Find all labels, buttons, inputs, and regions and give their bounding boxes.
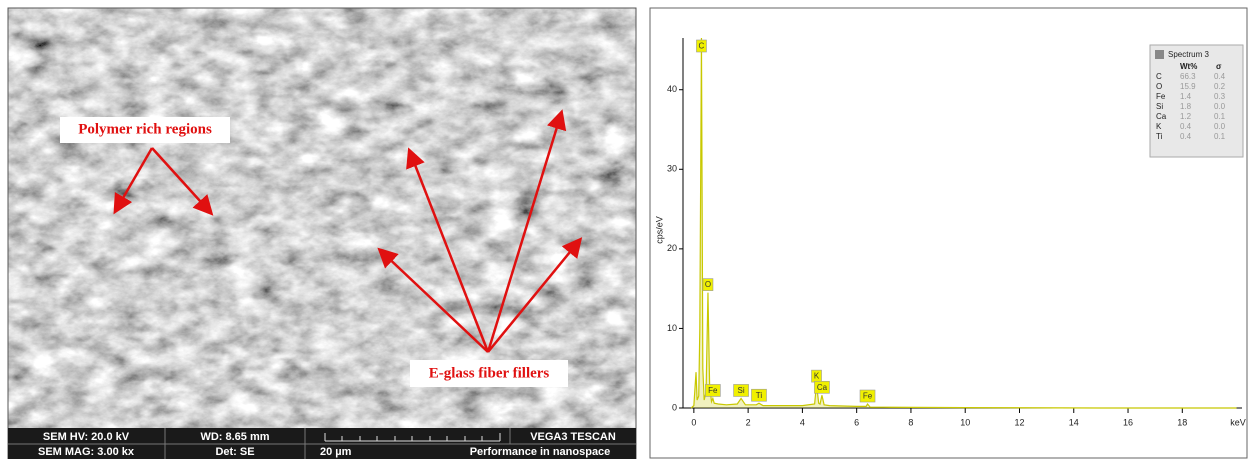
info-text: 20 µm bbox=[320, 446, 352, 458]
peak-label: Ti bbox=[756, 391, 763, 400]
peak-label: O bbox=[705, 280, 711, 289]
table-element: C bbox=[1156, 72, 1162, 81]
table-element: Fe bbox=[1156, 92, 1166, 101]
table-value: 0.4 bbox=[1180, 132, 1192, 141]
x-tick-label: 10 bbox=[960, 417, 970, 427]
y-axis-label: cps/eV bbox=[654, 216, 664, 244]
table-sigma: 0.2 bbox=[1214, 82, 1226, 91]
table-sigma: 0.3 bbox=[1214, 92, 1226, 101]
sem-panel: Polymer rich regions E-glass fiber fille… bbox=[7, 7, 637, 460]
x-tick-label: 4 bbox=[800, 417, 805, 427]
peak-label: Fe bbox=[863, 392, 873, 401]
y-tick-label: 10 bbox=[667, 323, 677, 333]
x-tick-label: 6 bbox=[854, 417, 859, 427]
peak-label-box bbox=[702, 278, 714, 291]
peak-label-box bbox=[705, 384, 721, 397]
peak-label-box bbox=[696, 39, 707, 53]
table-value: 1.2 bbox=[1180, 112, 1192, 121]
table-value: 15.9 bbox=[1180, 82, 1196, 91]
x-tick-label: 18 bbox=[1177, 417, 1187, 427]
x-tick-label: 12 bbox=[1014, 417, 1024, 427]
info-text: VEGA3 TESCAN bbox=[530, 431, 616, 443]
legend-swatch bbox=[1155, 50, 1164, 59]
annotation: Polymer rich regions bbox=[78, 121, 212, 137]
table-sigma: 0.4 bbox=[1214, 72, 1226, 81]
peak-label: C bbox=[699, 42, 705, 51]
table-element: K bbox=[1156, 122, 1162, 131]
info-grid bbox=[8, 428, 636, 459]
peak-label: Fe bbox=[708, 386, 718, 395]
sem-texture bbox=[8, 8, 636, 428]
table-element: O bbox=[1156, 82, 1162, 91]
peak-label: Si bbox=[738, 386, 745, 395]
peak-label: Ca bbox=[817, 383, 828, 392]
arrows bbox=[113, 109, 583, 353]
y-tick-label: 40 bbox=[667, 84, 677, 94]
spectrum-panel bbox=[649, 7, 1248, 459]
info-text: SEM HV: 20.0 kV bbox=[43, 431, 130, 443]
table-sigma: 0.0 bbox=[1214, 102, 1226, 111]
x-tick-label: 14 bbox=[1069, 417, 1079, 427]
x-tick-label: 0 bbox=[691, 417, 696, 427]
x-axis-label: keV bbox=[1230, 417, 1246, 427]
peak-label-box bbox=[751, 388, 767, 402]
table-value: 0.4 bbox=[1180, 122, 1192, 131]
scale-bar bbox=[324, 433, 501, 442]
table-sigma: 0.0 bbox=[1214, 122, 1226, 131]
table-value: 1.4 bbox=[1180, 92, 1192, 101]
peak-label: K bbox=[814, 372, 820, 381]
x-tick-label: 16 bbox=[1123, 417, 1133, 427]
y-tick-label: 30 bbox=[667, 164, 677, 174]
x-tick-label: 8 bbox=[908, 417, 913, 427]
info-text: WD: 8.65 mm bbox=[200, 431, 269, 443]
y-tick-label: 0 bbox=[672, 402, 677, 412]
table-sigma: 0.1 bbox=[1214, 132, 1226, 141]
spectrum-line bbox=[690, 38, 1237, 409]
legend-box bbox=[1149, 44, 1244, 158]
legend-title: Spectrum 3 bbox=[1168, 50, 1209, 59]
table-value: 66.3 bbox=[1180, 72, 1196, 81]
table-element: Ca bbox=[1156, 112, 1167, 121]
x-tick-label: 2 bbox=[746, 417, 751, 427]
peak-label-box bbox=[859, 389, 876, 403]
table-element: Ti bbox=[1156, 132, 1163, 141]
table-sigma: 0.1 bbox=[1214, 112, 1226, 121]
info-text: Performance in nanospace bbox=[470, 446, 611, 458]
info-text: Det: SE bbox=[215, 446, 254, 458]
annotation-box bbox=[410, 360, 568, 387]
legend: Spectrum 3 Wt% σ C 66.3 0.4 O 15.9 0.2 Fe 1.4 0.… bbox=[1149, 44, 1244, 158]
table-header: σ bbox=[1216, 62, 1222, 71]
table-value: 1.8 bbox=[1180, 102, 1192, 111]
peak-label-box bbox=[814, 380, 830, 394]
annotation: E-glass fiber fillers bbox=[429, 365, 550, 381]
annotation-box bbox=[60, 117, 230, 143]
info-text: SEM MAG: 3.00 kx bbox=[38, 446, 135, 458]
table-element: Si bbox=[1156, 102, 1163, 111]
table-header: Wt% bbox=[1180, 62, 1197, 71]
y-tick-label: 20 bbox=[667, 243, 677, 253]
peak-label-box bbox=[733, 384, 749, 397]
